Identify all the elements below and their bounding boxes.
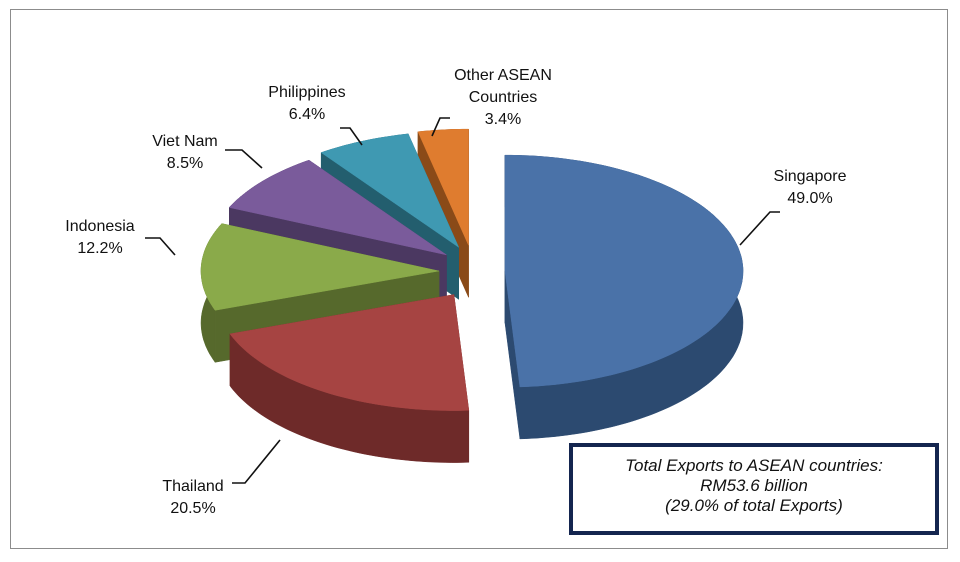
note-line-3: (29.0% of total Exports)	[665, 496, 843, 515]
slice-philippines	[320, 133, 460, 249]
leader-other	[431, 117, 450, 137]
slice-other-asean-countries	[417, 128, 469, 246]
value-philippines: 6.4%	[289, 106, 325, 123]
leader-vietnam	[225, 149, 263, 169]
total-exports-note: Total Exports to ASEAN countries: RM53.6…	[569, 443, 939, 535]
slice-indonesia	[200, 223, 440, 311]
value-other: 3.4%	[485, 111, 521, 128]
label-indonesia: Indonesia	[65, 218, 134, 235]
label-thailand: Thailand	[162, 478, 223, 495]
leader-thailand	[232, 439, 281, 484]
label-other-line2: Countries	[469, 89, 537, 106]
label-singapore: Singapore	[774, 168, 847, 185]
data-labels: Singapore 49.0% Thailand 20.5% Indonesia…	[65, 67, 846, 517]
pie-slices	[200, 128, 744, 463]
value-thailand: 20.5%	[170, 500, 215, 517]
slice-viet-nam	[228, 159, 447, 256]
label-philippines: Philippines	[268, 84, 345, 101]
leader-indonesia	[145, 237, 176, 256]
label-vietnam: Viet Nam	[152, 133, 218, 150]
note-line-1: Total Exports to ASEAN countries:	[625, 456, 883, 475]
value-indonesia: 12.2%	[77, 240, 122, 257]
label-other-line1: Other ASEAN	[454, 67, 552, 84]
leader-philippines	[340, 127, 363, 146]
note-line-2: RM53.6 billion	[700, 476, 808, 495]
value-vietnam: 8.5%	[167, 155, 203, 172]
slice-singapore	[504, 154, 744, 388]
slice-thailand	[229, 294, 470, 411]
value-singapore: 49.0%	[787, 190, 832, 207]
leader-singapore	[739, 211, 780, 246]
leader-lines	[145, 117, 780, 484]
